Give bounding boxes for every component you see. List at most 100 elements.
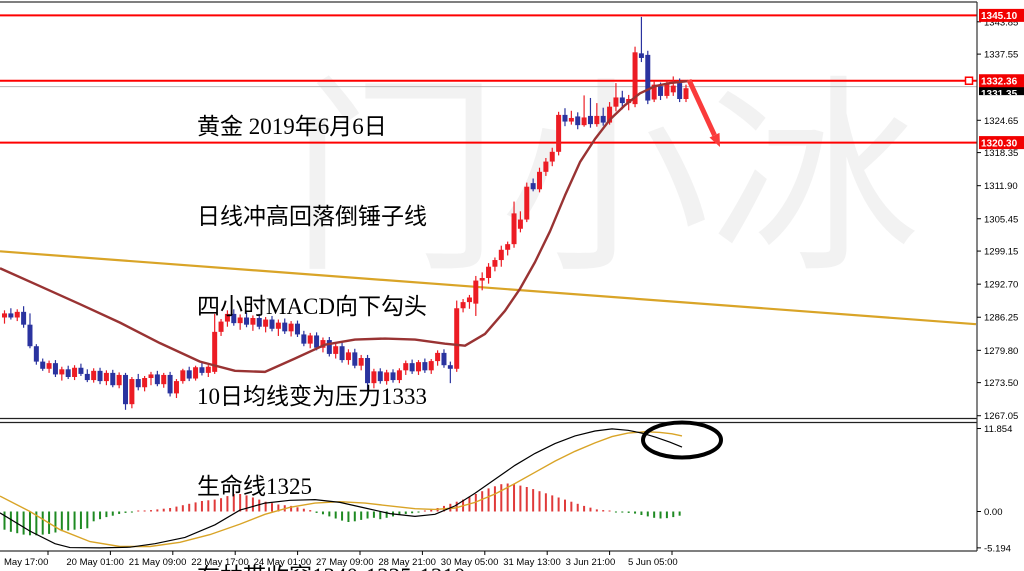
candle-body (415, 362, 421, 372)
price-tick-label: 1299.15 (984, 247, 1018, 258)
candle-body (294, 323, 300, 335)
candle-body (231, 313, 237, 324)
time-axis-label: 20 May 01:00 (66, 557, 124, 568)
candle-body (142, 378, 148, 388)
macd-tick-label: 0.00 (984, 507, 1003, 518)
candle-body (218, 321, 224, 332)
time-axis-label: 28 May 21:00 (378, 557, 436, 568)
candle-body (422, 362, 428, 371)
candle-body (193, 367, 199, 379)
candle-body (161, 374, 167, 385)
candle-body (556, 114, 562, 152)
candle-body (651, 84, 657, 100)
candle-body (78, 367, 84, 374)
candle-body (537, 171, 543, 190)
candle-body (396, 370, 402, 381)
line-drag-handle[interactable] (964, 76, 974, 85)
price-tick-label: 1286.25 (984, 313, 1018, 324)
candle-body (664, 83, 670, 96)
time-axis-label: 30 May 05:00 (441, 557, 499, 568)
down-arrow-head[interactable] (709, 132, 721, 147)
candle-body (40, 361, 46, 369)
candle-body (365, 358, 371, 384)
candle-body (581, 117, 587, 126)
candle-body (2, 313, 7, 318)
hline-price-label: 1320.30 (979, 136, 1024, 149)
macd-tick-label: 11.854 (984, 424, 1012, 435)
candle-body (594, 115, 600, 125)
candle-body (435, 352, 441, 362)
candle-body (638, 53, 644, 58)
price-tick-label: 1318.35 (984, 148, 1018, 159)
time-axis-label: 22 May 17:00 (191, 557, 249, 568)
candle-body (52, 363, 58, 375)
time-axis-label: 27 May 09:00 (316, 557, 374, 568)
candle-body (320, 340, 326, 348)
gold-trendline[interactable] (0, 250, 977, 326)
ma10d-line (0, 79, 689, 374)
candle-body (454, 308, 460, 369)
hline-price-label-text: 1320.30 (981, 138, 1018, 149)
candle-body (683, 88, 689, 99)
candle-body (498, 249, 504, 261)
candle-body (129, 379, 135, 405)
watermark-text: 门小冰 (290, 57, 920, 302)
candle-body (199, 367, 205, 373)
candle-body (14, 311, 20, 318)
candle-body (600, 115, 606, 123)
candle-body (237, 317, 243, 324)
candle-body (377, 371, 383, 382)
price-tick-label: 1267.05 (984, 411, 1018, 422)
candle-body (116, 374, 122, 386)
candle-body (84, 373, 90, 381)
candle-body (59, 369, 65, 375)
time-axis-label: 3 Jun 21:00 (566, 557, 616, 568)
candle-body (250, 318, 256, 325)
candle-body (72, 367, 78, 377)
candle-body (167, 374, 173, 394)
candle-body (135, 379, 141, 388)
candle-body (212, 331, 218, 372)
candle-body (632, 52, 638, 105)
price-tick-label: 1305.45 (984, 214, 1018, 225)
price-tick-label: 1279.80 (984, 346, 1018, 357)
candle-body (307, 335, 313, 344)
candle-body (275, 322, 281, 329)
candle-body (486, 266, 492, 278)
time-axis-label: 31 May 13:00 (503, 557, 561, 568)
hline-price-label-text: 1345.10 (981, 11, 1018, 22)
candle-body (282, 322, 288, 332)
down-arrow-shaft[interactable] (686, 78, 717, 137)
candle-body (645, 54, 651, 101)
candle-body (110, 372, 116, 386)
price-tick-label: 1273.50 (984, 378, 1018, 389)
candle-body (256, 318, 262, 327)
candle-body (447, 365, 453, 369)
candle-body (473, 280, 479, 304)
candle-body (543, 161, 549, 172)
candle-body (613, 97, 619, 107)
candle-body (517, 219, 523, 229)
candle-body (530, 183, 536, 190)
candle-body (568, 117, 574, 122)
candle-body (441, 352, 447, 366)
candle-body (371, 371, 377, 384)
candle-body (173, 381, 179, 394)
candle-body (27, 324, 33, 347)
candle-body (384, 372, 390, 382)
time-axis-label: 21 May 09:00 (129, 557, 187, 568)
candle-body (511, 213, 517, 245)
candle-body (180, 370, 186, 382)
candle-body (428, 361, 434, 371)
macd-cross-ellipse-annotation[interactable] (641, 420, 723, 460)
candle-body (301, 334, 307, 344)
candle-body (205, 366, 211, 373)
candle-body (8, 313, 14, 318)
time-axis-label: May 17:00 (4, 557, 48, 568)
candle-body (352, 352, 358, 366)
candle-body (479, 278, 485, 281)
candle-body (403, 363, 409, 371)
candle-body (65, 369, 71, 377)
candle-body (619, 97, 625, 104)
